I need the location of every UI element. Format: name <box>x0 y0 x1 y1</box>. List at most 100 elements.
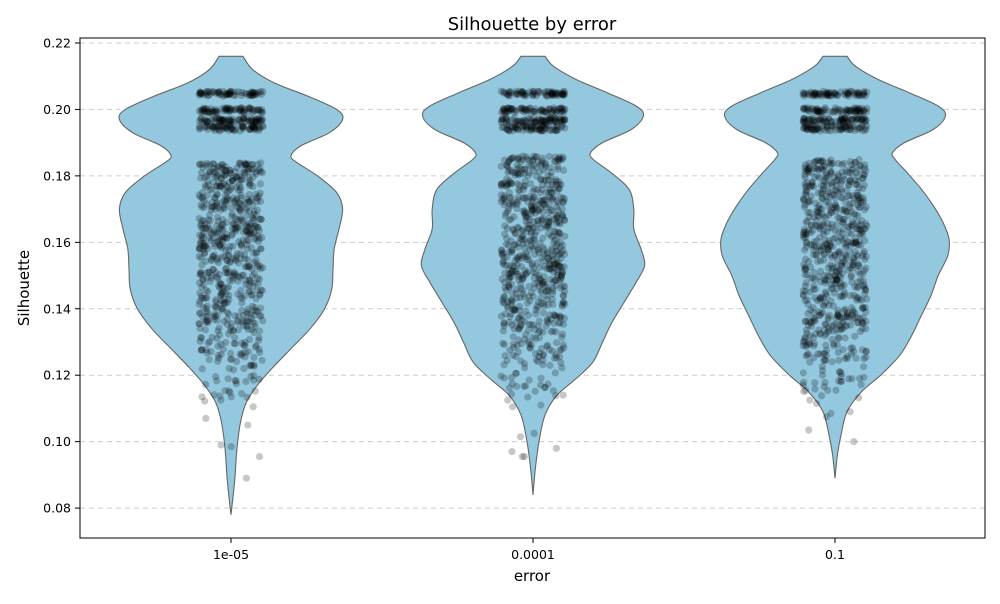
data-point <box>505 283 513 291</box>
data-point <box>523 126 531 134</box>
data-point <box>816 89 824 98</box>
data-point <box>257 245 265 253</box>
data-point <box>255 124 264 132</box>
data-point <box>518 106 526 114</box>
data-point <box>250 328 258 337</box>
data-point <box>197 89 205 97</box>
data-point <box>550 185 558 193</box>
data-point <box>246 197 255 206</box>
data-point <box>517 280 525 288</box>
data-point <box>502 286 510 295</box>
data-point <box>857 115 865 123</box>
data-point <box>843 308 851 317</box>
data-point <box>539 280 547 288</box>
data-point <box>221 186 229 194</box>
data-point <box>835 356 843 364</box>
data-point <box>535 248 543 257</box>
data-point <box>220 179 228 188</box>
data-point <box>842 105 850 114</box>
data-point <box>534 304 542 312</box>
data-point <box>853 106 861 115</box>
data-point <box>245 276 253 284</box>
data-point <box>220 91 228 99</box>
data-point <box>802 89 810 98</box>
data-point <box>246 227 254 235</box>
data-point <box>541 124 549 132</box>
data-point <box>221 124 229 133</box>
data-point <box>247 278 255 287</box>
data-point <box>856 124 864 132</box>
data-point <box>213 125 221 133</box>
data-point <box>549 256 558 264</box>
data-point <box>240 115 249 123</box>
data-point <box>245 92 253 100</box>
data-point <box>219 87 227 95</box>
data-point <box>550 268 558 276</box>
data-point <box>210 227 218 235</box>
data-point <box>258 106 266 114</box>
data-point <box>241 342 249 350</box>
data-point <box>855 162 864 170</box>
data-point <box>554 165 562 173</box>
data-point <box>533 259 542 267</box>
data-point <box>508 179 516 188</box>
data-point <box>842 117 850 125</box>
data-point <box>500 124 508 132</box>
data-point <box>519 156 527 164</box>
data-point <box>840 205 848 213</box>
data-point <box>505 216 513 224</box>
data-point <box>560 108 568 116</box>
data-point <box>244 308 252 316</box>
data-point <box>504 126 512 134</box>
data-point <box>509 351 517 359</box>
data-point <box>535 206 543 214</box>
data-point <box>552 181 560 189</box>
data-point <box>517 104 526 112</box>
data-point <box>551 89 559 98</box>
data-point <box>497 87 505 95</box>
data-point <box>547 90 555 98</box>
data-point <box>546 361 554 369</box>
data-point <box>254 280 262 288</box>
data-point <box>534 329 543 337</box>
data-point <box>216 117 224 126</box>
data-point <box>841 118 849 126</box>
data-point <box>504 107 513 115</box>
data-point <box>504 91 512 99</box>
data-point <box>196 324 204 333</box>
data-point <box>528 157 537 165</box>
data-point <box>226 242 234 251</box>
data-point <box>823 118 831 126</box>
data-point <box>242 317 250 325</box>
data-point <box>259 122 267 130</box>
data-point <box>237 250 245 258</box>
data-point <box>824 198 833 206</box>
data-point <box>255 375 263 383</box>
data-point <box>227 393 235 401</box>
data-point <box>851 122 859 131</box>
data-point <box>834 159 843 168</box>
data-point <box>257 286 265 294</box>
data-point <box>253 286 261 294</box>
data-point <box>529 91 537 99</box>
data-point <box>504 158 512 166</box>
data-point <box>528 259 536 268</box>
data-point <box>196 160 204 168</box>
data-point <box>555 177 563 186</box>
data-point <box>222 89 230 97</box>
data-point <box>218 164 227 172</box>
data-point <box>512 352 520 361</box>
data-point <box>249 123 257 132</box>
data-point <box>518 316 526 324</box>
data-point <box>828 264 837 273</box>
data-point <box>531 118 540 126</box>
data-point <box>534 216 542 225</box>
data-point <box>211 118 219 126</box>
data-point <box>553 123 562 131</box>
data-point <box>534 246 542 254</box>
data-point <box>545 260 554 269</box>
data-point <box>534 87 543 95</box>
data-point <box>807 117 815 125</box>
data-point <box>498 123 506 132</box>
data-point <box>543 248 551 257</box>
